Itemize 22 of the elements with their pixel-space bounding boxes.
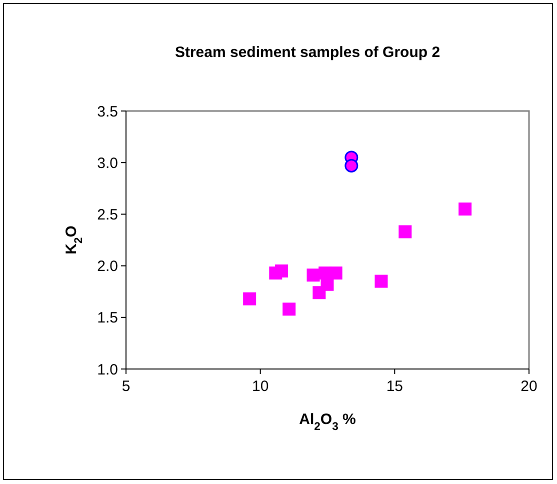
point (374, 274, 388, 288)
y-tick-label: 2.0 (97, 258, 118, 276)
point (282, 302, 296, 316)
point (275, 264, 288, 278)
point (344, 158, 358, 172)
point (306, 268, 320, 282)
point (398, 225, 412, 238)
point (320, 278, 334, 291)
x-axis-title: Al$_{2}$O$_{3}$ % (299, 411, 356, 433)
point (458, 202, 472, 216)
x-tick-label: 20 (520, 378, 538, 395)
chart-title: Stream sediment samples of Group 2 (174, 44, 440, 61)
y-tick-label: 1.0 (97, 361, 118, 378)
point (329, 266, 342, 280)
x-tick-label: 15 (386, 378, 404, 395)
y-tick-label: 3.0 (97, 154, 118, 172)
x-tick-label: 10 (252, 378, 269, 395)
y-tick-label: 1.5 (97, 310, 118, 327)
y-tick-label: 2.5 (97, 206, 118, 224)
y-tick-label: 3.5 (97, 103, 118, 120)
x-tick-label: 5 (122, 378, 130, 395)
point (243, 292, 256, 306)
